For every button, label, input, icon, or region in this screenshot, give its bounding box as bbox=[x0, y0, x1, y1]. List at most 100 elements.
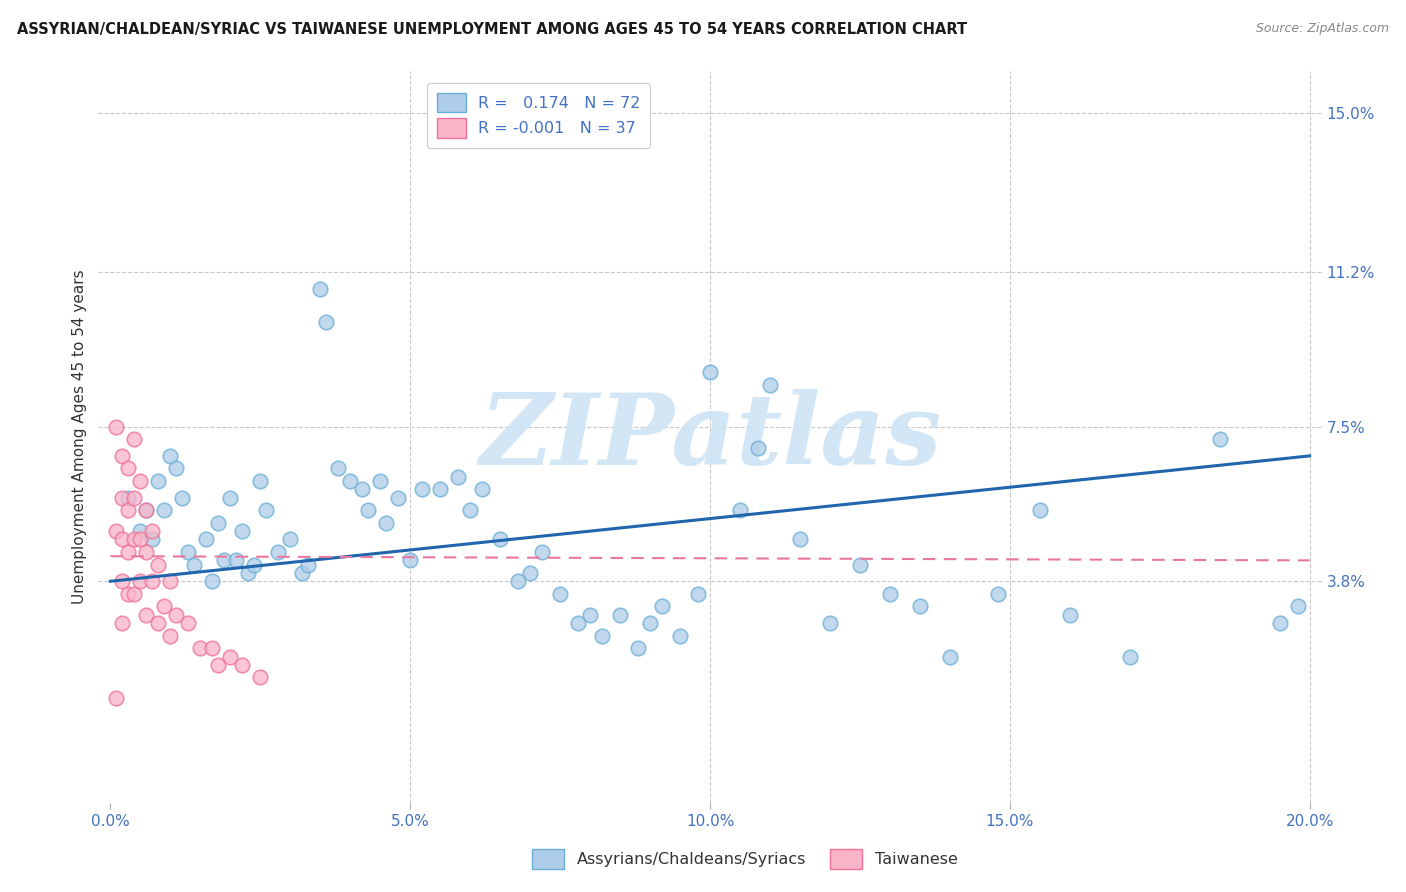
Point bbox=[111, 533, 134, 547]
Text: ASSYRIAN/CHALDEAN/SYRIAC VS TAIWANESE UNEMPLOYMENT AMONG AGES 45 TO 54 YEARS COR: ASSYRIAN/CHALDEAN/SYRIAC VS TAIWANESE UN… bbox=[17, 22, 967, 37]
Point bbox=[291, 566, 314, 580]
Point bbox=[387, 491, 409, 505]
Point bbox=[135, 545, 157, 559]
Point bbox=[201, 641, 224, 656]
Point bbox=[315, 315, 337, 329]
Point bbox=[328, 461, 350, 475]
Point bbox=[297, 558, 319, 572]
Point bbox=[225, 553, 247, 567]
Point bbox=[124, 533, 146, 547]
Point bbox=[207, 657, 229, 672]
Text: ZIPatlas: ZIPatlas bbox=[479, 389, 941, 485]
Point bbox=[609, 607, 631, 622]
Point bbox=[159, 574, 181, 589]
Point bbox=[747, 441, 769, 455]
Point bbox=[375, 516, 398, 530]
Point bbox=[243, 558, 266, 572]
Point bbox=[267, 545, 290, 559]
Point bbox=[352, 483, 374, 497]
Point bbox=[105, 419, 128, 434]
Point bbox=[278, 533, 301, 547]
Point bbox=[357, 503, 380, 517]
Point bbox=[135, 503, 157, 517]
Point bbox=[195, 533, 218, 547]
Point bbox=[508, 574, 530, 589]
Point bbox=[447, 470, 470, 484]
Point bbox=[153, 599, 176, 614]
Point bbox=[1029, 503, 1052, 517]
Point bbox=[1059, 607, 1081, 622]
Point bbox=[411, 483, 433, 497]
Point bbox=[172, 491, 194, 505]
Point bbox=[135, 607, 157, 622]
Point bbox=[579, 607, 602, 622]
Point bbox=[1268, 616, 1291, 631]
Point bbox=[177, 616, 200, 631]
Point bbox=[429, 483, 451, 497]
Point bbox=[135, 503, 157, 517]
Point bbox=[368, 474, 391, 488]
Point bbox=[531, 545, 554, 559]
Point bbox=[148, 616, 170, 631]
Point bbox=[519, 566, 541, 580]
Point bbox=[159, 449, 181, 463]
Point bbox=[879, 587, 901, 601]
Point bbox=[124, 587, 146, 601]
Point bbox=[124, 432, 146, 446]
Point bbox=[111, 449, 134, 463]
Point bbox=[148, 474, 170, 488]
Point bbox=[129, 474, 152, 488]
Point bbox=[908, 599, 931, 614]
Point bbox=[254, 503, 277, 517]
Text: Source: ZipAtlas.com: Source: ZipAtlas.com bbox=[1256, 22, 1389, 36]
Point bbox=[111, 574, 134, 589]
Point bbox=[117, 503, 139, 517]
Point bbox=[214, 553, 236, 567]
Point bbox=[489, 533, 512, 547]
Point bbox=[124, 491, 146, 505]
Point bbox=[669, 629, 692, 643]
Point bbox=[141, 533, 163, 547]
Point bbox=[249, 670, 271, 684]
Point bbox=[111, 616, 134, 631]
Point bbox=[759, 377, 782, 392]
Legend: R =   0.174   N = 72, R = -0.001   N = 37: R = 0.174 N = 72, R = -0.001 N = 37 bbox=[427, 83, 651, 147]
Point bbox=[165, 607, 187, 622]
Point bbox=[129, 533, 152, 547]
Point bbox=[231, 657, 253, 672]
Point bbox=[591, 629, 613, 643]
Point bbox=[627, 641, 650, 656]
Legend: Assyrians/Chaldeans/Syriacs, Taiwanese: Assyrians/Chaldeans/Syriacs, Taiwanese bbox=[526, 843, 965, 875]
Point bbox=[249, 474, 271, 488]
Point bbox=[231, 524, 253, 538]
Point bbox=[939, 649, 962, 664]
Point bbox=[686, 587, 709, 601]
Point bbox=[153, 503, 176, 517]
Point bbox=[129, 574, 152, 589]
Point bbox=[699, 365, 721, 379]
Point bbox=[219, 491, 242, 505]
Point bbox=[651, 599, 673, 614]
Point bbox=[238, 566, 260, 580]
Point bbox=[165, 461, 187, 475]
Point bbox=[117, 587, 139, 601]
Point bbox=[105, 524, 128, 538]
Point bbox=[638, 616, 661, 631]
Point bbox=[207, 516, 229, 530]
Point bbox=[117, 491, 139, 505]
Point bbox=[177, 545, 200, 559]
Point bbox=[548, 587, 571, 601]
Point bbox=[183, 558, 205, 572]
Point bbox=[399, 553, 422, 567]
Point bbox=[141, 574, 163, 589]
Point bbox=[148, 558, 170, 572]
Point bbox=[129, 524, 152, 538]
Point bbox=[567, 616, 589, 631]
Point bbox=[1286, 599, 1309, 614]
Point bbox=[458, 503, 481, 517]
Point bbox=[219, 649, 242, 664]
Point bbox=[188, 641, 211, 656]
Point bbox=[309, 282, 332, 296]
Y-axis label: Unemployment Among Ages 45 to 54 years: Unemployment Among Ages 45 to 54 years bbox=[72, 269, 87, 605]
Point bbox=[789, 533, 811, 547]
